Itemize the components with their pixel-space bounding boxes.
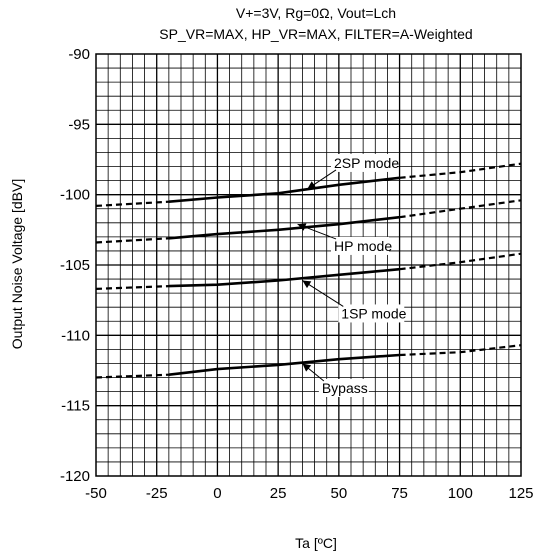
- x-tick-label: 100: [448, 485, 473, 502]
- series-line: [95, 344, 522, 379]
- annotation-bg: [331, 236, 389, 255]
- series-solid-segment: [168, 353, 400, 376]
- series-dashed-segment: [95, 200, 169, 207]
- major-grid: [96, 54, 521, 476]
- y-tick-label: -105: [60, 257, 90, 274]
- series-dashed-segment: [95, 285, 169, 290]
- annotations: 2SP mode HP mode 1SP mode Bypass: [297, 153, 407, 398]
- y-axis-label: Output Noise Voltage [dBV]: [9, 179, 25, 349]
- x-axis-label: Ta [ºC]: [295, 535, 337, 551]
- y-tick-label: -95: [68, 116, 90, 133]
- chart-subtitle: SP_VR=MAX, HP_VR=MAX, FILTER=A-Weighted: [159, 26, 472, 42]
- annotation-arrowhead: [307, 181, 317, 189]
- annotation-bg: [338, 304, 405, 323]
- y-tick-label: -100: [60, 187, 90, 204]
- x-tick-label: 25: [270, 485, 287, 502]
- annotation-label: Bypass: [322, 380, 368, 396]
- series-dashed-segment: [399, 162, 522, 179]
- annotation: 1SP mode: [302, 280, 407, 323]
- series-solid-segment: [168, 176, 400, 203]
- x-tick-label: 50: [331, 485, 348, 502]
- annotation-bg: [318, 379, 369, 398]
- x-tick-label: -50: [85, 485, 107, 502]
- annotation-label: HP mode: [334, 238, 392, 254]
- annotation: 2SP mode: [307, 153, 399, 190]
- plot-frame: [95, 53, 522, 477]
- series-dashed-segment: [95, 237, 169, 244]
- annotation-label: 2SP mode: [334, 155, 399, 171]
- series-solid-segment: [168, 267, 400, 288]
- annotation-bg: [331, 153, 397, 172]
- chart-title: V+=3V, Rg=0Ω, Vout=Lch: [236, 5, 396, 21]
- annotation-arrowhead: [302, 363, 312, 372]
- series-dashed-segment: [399, 252, 522, 271]
- tick-labels: -50 -25 0 25 50 75 100 125 -90 -95 -100 -105 -110 -11…: [60, 46, 534, 502]
- series-line: [95, 199, 522, 244]
- annotation-leader: [302, 280, 344, 307]
- series-solid-segment: [168, 215, 400, 240]
- series-line: [95, 162, 522, 207]
- series-dashed-segment: [95, 373, 169, 379]
- annotation-arrowhead: [297, 223, 307, 231]
- annotation-label: 1SP mode: [341, 305, 406, 321]
- annotation: Bypass: [302, 363, 369, 398]
- y-tick-label: -115: [61, 398, 90, 415]
- x-tick-label: 75: [391, 485, 408, 502]
- x-tick-label: -25: [146, 485, 168, 502]
- y-tick-label: -120: [60, 468, 90, 485]
- x-tick-label: 125: [508, 485, 533, 502]
- series-dashed-segment: [399, 344, 522, 357]
- series-dashed-segment: [399, 199, 522, 219]
- series-line: [95, 252, 522, 290]
- y-tick-label: -90: [68, 46, 90, 63]
- x-tick-label: 0: [213, 485, 221, 502]
- y-tick-label: -110: [61, 327, 90, 344]
- series-layer: [95, 162, 522, 379]
- annotation-arrowhead: [302, 280, 312, 289]
- annotation: HP mode: [297, 223, 392, 255]
